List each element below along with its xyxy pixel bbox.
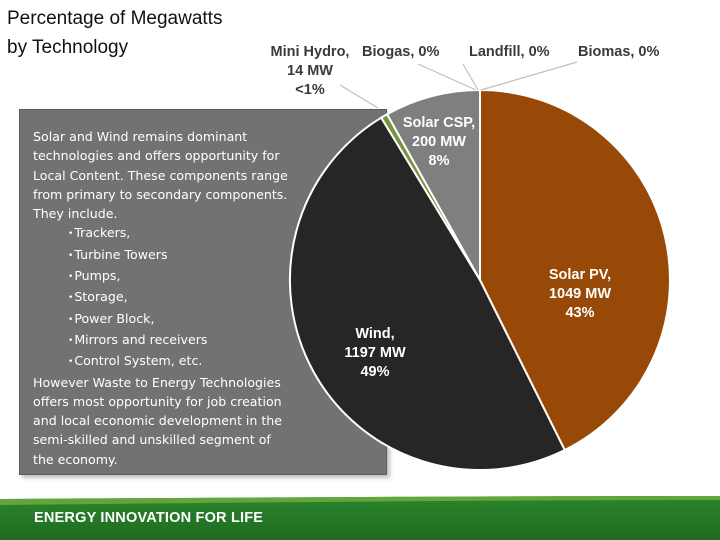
footer-swoosh bbox=[0, 487, 720, 505]
component-list: Trackers, Turbine Towers Pumps, Storage,… bbox=[33, 223, 295, 372]
list-item: Power Block, bbox=[33, 309, 295, 330]
label-wind: Wind, 1197 MW 49% bbox=[344, 326, 406, 380]
label-mini-hydro: Mini Hydro, 14 MW <1% bbox=[270, 44, 350, 98]
label-landfill: Landfill, 0% bbox=[469, 44, 550, 60]
label-solar-csp: Solar CSP, 200 MW 8% bbox=[402, 115, 476, 169]
label-biomas: Biomas, 0% bbox=[578, 44, 660, 60]
pie-slice-solar-csp bbox=[385, 88, 481, 284]
leader-lines bbox=[339, 61, 578, 109]
info-text: Solar and Wind remains dominant technolo… bbox=[33, 127, 295, 469]
list-item: Turbine Towers bbox=[33, 245, 295, 266]
info-intro: Solar and Wind remains dominant technolo… bbox=[33, 129, 288, 222]
info-outro: However Waste to Energy Technologies off… bbox=[33, 374, 283, 467]
leader-line-mini-hydro bbox=[339, 84, 379, 109]
footer-banner bbox=[0, 487, 720, 540]
list-item: Storage, bbox=[33, 287, 295, 308]
leader-line-landfill bbox=[462, 63, 479, 91]
footer-tagline: ENERGY INNOVATION FOR LIFE bbox=[34, 510, 264, 526]
list-item: Mirrors and receivers bbox=[33, 330, 295, 351]
pie-slice-solar-pv bbox=[479, 88, 671, 452]
leader-line-biogas bbox=[417, 63, 477, 91]
label-solar-pv: Solar PV, 1049 MW 43% bbox=[548, 267, 612, 321]
pie-slice-wind bbox=[288, 116, 567, 472]
label-biogas: Biogas, 0% bbox=[362, 44, 440, 60]
list-item: Control System, etc. bbox=[33, 351, 295, 372]
leader-line-biomas bbox=[480, 61, 578, 91]
list-item: Trackers, bbox=[33, 223, 295, 244]
list-item: Pumps, bbox=[33, 266, 295, 287]
pie-slices bbox=[288, 88, 671, 472]
chart-title: Percentage of Megawatts by Technology bbox=[7, 8, 223, 58]
